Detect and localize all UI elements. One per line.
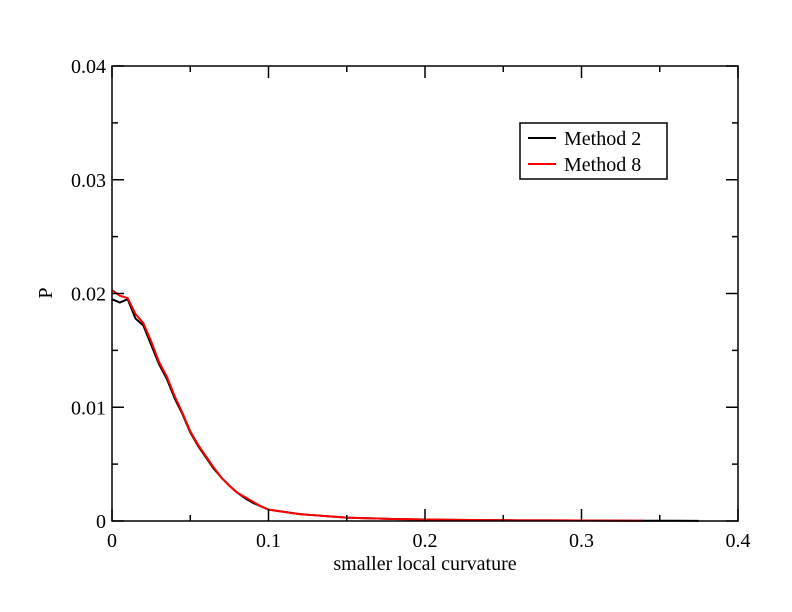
x-tick-label: 0.4 xyxy=(726,530,751,552)
legend-box xyxy=(519,122,668,180)
y-tick-label: 0.03 xyxy=(71,170,106,192)
y-tick-label: 0 xyxy=(96,511,106,533)
x-tick-label: 0.1 xyxy=(256,530,281,552)
legend-label-method-2: Method 2 xyxy=(564,128,641,150)
x-tick-label: 0 xyxy=(107,530,117,552)
series-line-method-8 xyxy=(111,289,645,522)
legend-label-method-8: Method 8 xyxy=(564,154,641,176)
axis-ticks xyxy=(111,65,739,522)
x-axis-label: smaller local curvature xyxy=(333,553,516,575)
x-tick-label: 0.2 xyxy=(413,530,438,552)
y-tick-label: 0.02 xyxy=(71,284,106,306)
y-tick-label: 0.04 xyxy=(71,56,106,78)
axis-tick-labels: 0 0.1 0.2 0.3 0.4 0 0.01 0.02 0.03 0.04 xyxy=(71,56,751,552)
legend: Method 2 Method 8 xyxy=(519,122,668,180)
x-tick-label: 0.3 xyxy=(569,530,594,552)
y-tick-label: 0.01 xyxy=(71,397,106,419)
y-axis-label: P xyxy=(35,287,57,298)
